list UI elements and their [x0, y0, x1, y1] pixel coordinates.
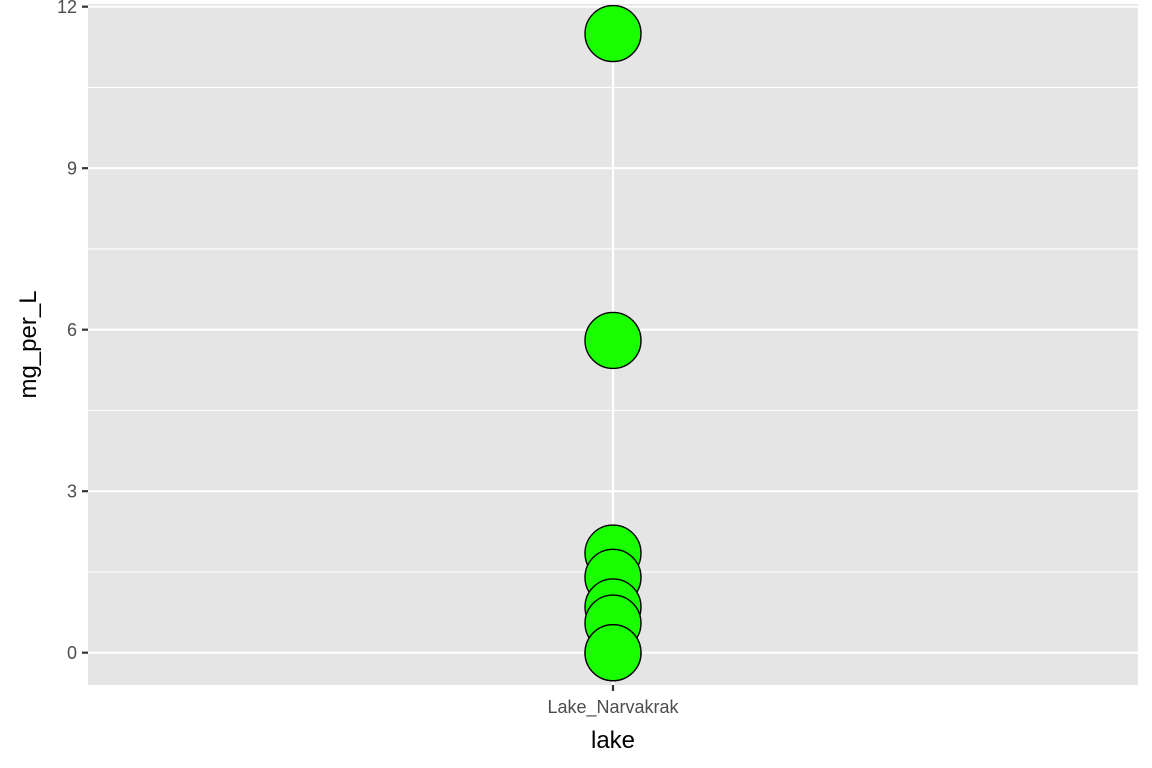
data-point [584, 4, 642, 63]
y-tick-label: 9 [67, 159, 77, 179]
y-tick-label: 0 [67, 643, 77, 663]
y-tick-label: 6 [67, 320, 77, 340]
data-points [584, 4, 642, 682]
y-axis: 0 3 6 9 12 [57, 0, 88, 663]
y-tick-label: 12 [57, 0, 77, 17]
data-point [584, 311, 642, 370]
x-axis: Lake_Narvakrak [547, 685, 680, 718]
y-axis-title: mg_per_L [15, 290, 42, 398]
y-tick-label: 3 [67, 482, 77, 502]
data-point [584, 623, 642, 682]
x-axis-title: lake [591, 727, 635, 754]
x-tick-label: Lake_Narvakrak [547, 697, 679, 718]
